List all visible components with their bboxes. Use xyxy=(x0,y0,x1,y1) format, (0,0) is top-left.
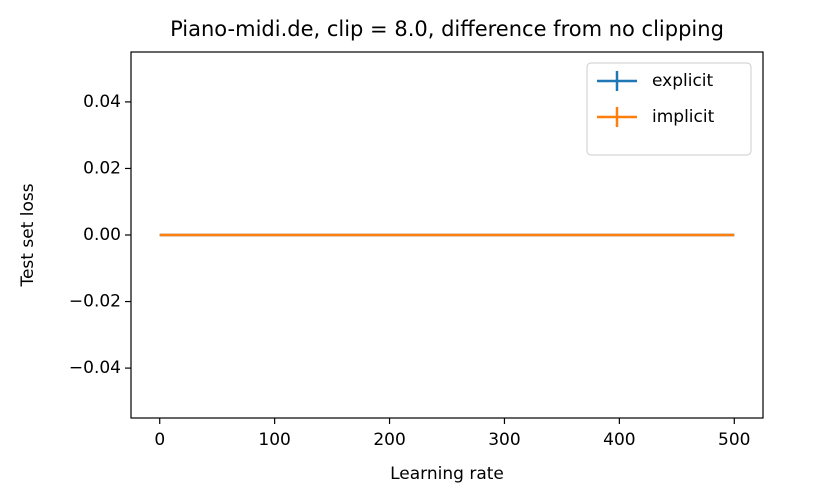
x-tick-label: 500 xyxy=(718,430,750,450)
x-axis-label: Learning rate xyxy=(390,464,504,484)
legend: explicit implicit xyxy=(586,62,752,156)
legend-label: implicit xyxy=(652,107,715,127)
x-tick-label: 200 xyxy=(373,430,405,450)
chart-title: Piano-midi.de, clip = 8.0, difference fr… xyxy=(170,17,724,41)
y-tick-label: 0.02 xyxy=(83,158,121,178)
x-tick-label: 100 xyxy=(258,430,290,450)
y-tick-label: 0.04 xyxy=(83,92,121,112)
legend-label: explicit xyxy=(652,71,714,91)
y-axis-label: Test set loss xyxy=(18,183,38,287)
x-tick-label: 0 xyxy=(154,430,165,450)
y-tick-label: −0.02 xyxy=(69,292,121,312)
x-tick-label: 300 xyxy=(488,430,520,450)
plot-frame xyxy=(130,51,764,419)
legend-box xyxy=(586,62,752,156)
x-tick-label: 400 xyxy=(603,430,635,450)
y-tick-label: −0.04 xyxy=(69,358,121,378)
y-tick-label: 0.00 xyxy=(83,225,121,245)
